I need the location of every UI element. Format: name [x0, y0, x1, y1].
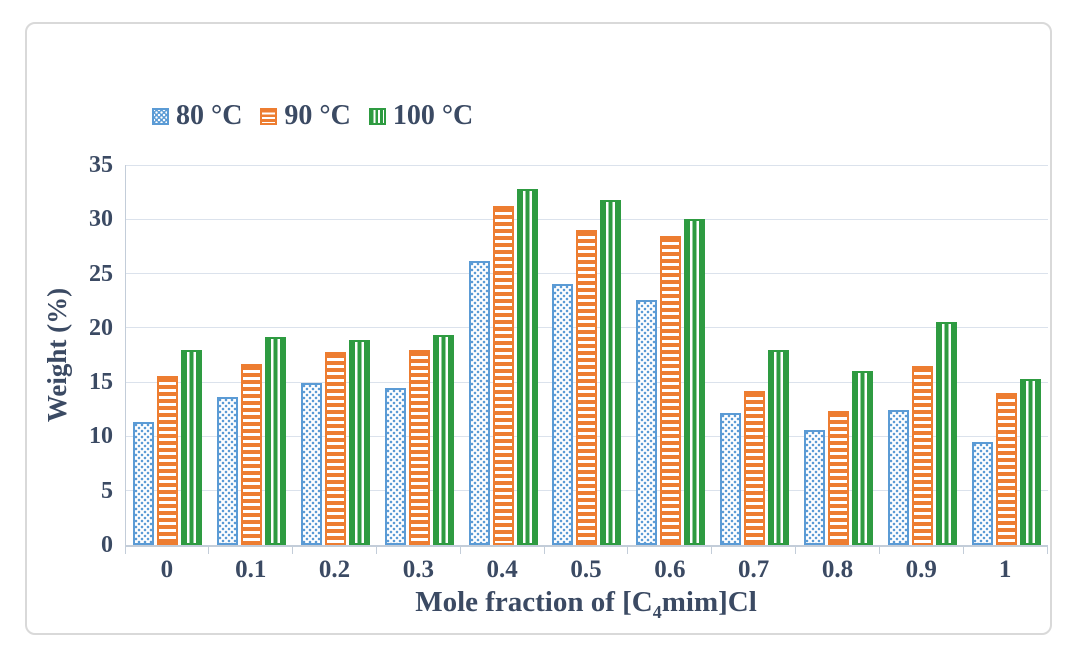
y-tick-label-15: 15: [89, 369, 113, 396]
x-axis-title-prefix: Mole fraction of [C: [415, 586, 653, 618]
bar-80c-x0.4: [468, 260, 490, 545]
y-tick-label-20: 20: [89, 314, 113, 341]
bar-100c-x0.9: [935, 322, 957, 545]
bar-80c-x0.3: [384, 387, 406, 545]
x-tick-mark-8: [795, 547, 797, 554]
bar-100c-x0.1: [265, 336, 287, 545]
x-tick-label-0.8: 0.8: [821, 556, 854, 583]
bar-group-0.4: [461, 165, 545, 545]
x-tick-mark-1: [208, 547, 210, 554]
bar-90c-x0.2: [325, 351, 347, 545]
bar-90c-x0.6: [660, 235, 682, 545]
x-tick-mark-7: [711, 547, 713, 554]
x-tick-label-0.3: 0.3: [402, 556, 434, 583]
bar-group-0.7: [713, 165, 797, 545]
bar-80c-x0.6: [636, 299, 658, 545]
bar-90c-x0.1: [241, 363, 263, 545]
legend: 80 °C 90 °C 100 °C: [152, 102, 473, 130]
chart-figure: 80 °C 90 °C 100 °C Weight (%) 0 5 10 15 20 25…: [25, 22, 1052, 635]
bar-group-0.3: [377, 165, 461, 545]
x-tick-label-0.1: 0.1: [235, 556, 267, 583]
y-tick-label-35: 35: [89, 152, 113, 178]
x-axis-labels: 0 0.1 0.2 0.3 0.4 0.5 0.6 0.7 0.8 0.9 1: [125, 556, 1047, 586]
bar-group-0: [126, 165, 210, 545]
bar-group-0.8: [797, 165, 881, 545]
x-tick-label-1: 1: [998, 556, 1012, 583]
legend-label-100c: 100 °C: [392, 100, 474, 131]
bar-100c-x0.2: [349, 339, 371, 545]
bar-80c-x0.7: [720, 412, 742, 545]
x-tick-mark-11: [1046, 547, 1048, 554]
bar-group-0.1: [210, 165, 294, 545]
bar-90c-x0.8: [827, 411, 849, 545]
x-tick-mark-4: [459, 547, 461, 554]
bar-100c-x0.7: [768, 349, 790, 545]
legend-swatch-100c-icon: [368, 107, 386, 125]
bar-90c-x0.7: [744, 390, 766, 545]
x-tick-mark-0: [124, 547, 126, 554]
x-tick-label-0.5: 0.5: [570, 556, 602, 583]
x-tick-label-0: 0: [160, 556, 174, 583]
legend-item-100c: 100 °C: [368, 100, 474, 131]
gridline-35: [126, 164, 1048, 166]
bar-group-0.2: [294, 165, 378, 545]
bar-90c-x0.3: [408, 349, 430, 545]
y-tick-label-5: 5: [101, 477, 113, 504]
legend-item-90c: 90 °C: [260, 100, 351, 131]
bar-80c-x0: [133, 422, 155, 545]
legend-swatch-90c-icon: [260, 107, 278, 125]
bar-group-0.9: [880, 165, 964, 545]
x-tick-mark-6: [627, 547, 629, 554]
x-tick-label-0.6: 0.6: [654, 556, 686, 583]
bar-80c-x0.9: [887, 410, 909, 545]
legend-swatch-80c-icon: [152, 107, 169, 125]
bar-80c-x0.1: [217, 397, 239, 545]
legend-item-80c: 80 °C: [152, 102, 242, 130]
y-tick-label-0: 0: [101, 532, 113, 558]
bar-90c-x1: [995, 393, 1017, 545]
bar-groups: [126, 165, 1048, 545]
x-axis-title: Mole fraction of [C4mim]Cl: [125, 586, 1047, 623]
bar-100c-x0.6: [684, 219, 706, 545]
bar-90c-x0.9: [911, 365, 933, 545]
bar-80c-x0.2: [301, 383, 323, 545]
bar-80c-x1: [971, 441, 993, 545]
x-tick-mark-3: [375, 547, 377, 554]
bar-group-0.6: [629, 165, 713, 545]
x-tick-label-0.4: 0.4: [486, 556, 518, 583]
gridline-30: [126, 218, 1048, 220]
bar-100c-x0: [181, 349, 203, 545]
x-axis-title-subscript: 4: [652, 601, 662, 622]
y-tick-label-25: 25: [89, 260, 113, 287]
bar-90c-x0.5: [576, 230, 598, 545]
bar-group-0.5: [545, 165, 629, 545]
bar-90c-x0.4: [492, 206, 514, 545]
x-tick-label-0.9: 0.9: [905, 556, 937, 583]
plot-area: [125, 164, 1048, 547]
x-tick-label-0.2: 0.2: [318, 556, 351, 583]
x-tick-label-0.7: 0.7: [738, 556, 770, 583]
legend-label-90c: 90 °C: [284, 100, 351, 131]
x-tick-mark-9: [878, 547, 880, 554]
bar-100c-x0.3: [432, 335, 454, 545]
y-tick-label-10: 10: [89, 423, 113, 450]
bar-group-1: [964, 165, 1048, 545]
y-tick-label-30: 30: [89, 206, 113, 233]
y-axis-labels: 0 5 10 15 20 25 30 35: [41, 153, 113, 557]
bar-100c-x0.4: [516, 188, 538, 545]
bar-90c-x0: [157, 375, 179, 545]
bar-80c-x0.8: [803, 429, 825, 545]
bar-100c-x1: [1019, 378, 1041, 545]
legend-label-80c: 80 °C: [176, 100, 243, 131]
bar-100c-x0.8: [851, 371, 873, 545]
x-axis-tick-marks: [124, 547, 1048, 555]
x-axis-title-suffix: mim]Cl: [661, 586, 757, 618]
x-tick-mark-2: [292, 547, 294, 554]
bar-80c-x0.5: [552, 284, 574, 545]
x-tick-mark-10: [962, 547, 964, 554]
bar-100c-x0.5: [600, 199, 622, 545]
x-tick-mark-5: [543, 547, 545, 554]
